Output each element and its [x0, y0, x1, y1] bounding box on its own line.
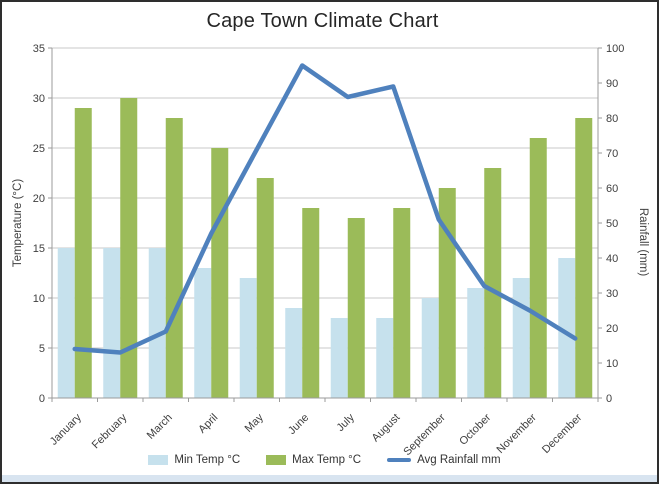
max-temp-bar-november — [529, 138, 547, 398]
max-temp-bar-march — [165, 118, 183, 398]
x-tick-label-april: April — [196, 412, 220, 436]
min-temp-bar-august — [376, 318, 394, 398]
max-temp-bar-february — [120, 98, 138, 398]
x-tick-label-march: March — [145, 412, 175, 442]
right-axis-tick-label: 100 — [606, 43, 624, 55]
x-tick-label-september: September — [401, 411, 448, 458]
min-temp-bar-july — [330, 318, 348, 398]
left-axis-tick-label: 30 — [33, 93, 45, 105]
right-axis-tick-label: 30 — [606, 288, 618, 300]
chart-title: Cape Town Climate Chart — [206, 10, 439, 32]
max-temp-bar-august — [393, 208, 411, 398]
right-axis-title: Rainfall (mm) — [637, 207, 649, 277]
avg-rainfall-line — [72, 63, 578, 355]
right-axis-tick-label: 40 — [606, 253, 618, 265]
right-axis-tick-label: 70 — [606, 148, 618, 160]
left-axis-tick-label: 35 — [33, 43, 45, 55]
window-edge-strip — [2, 475, 657, 482]
x-tick-label-october: October — [457, 411, 493, 447]
max-temp-bar-may — [256, 178, 274, 398]
max-temp-bar-july — [347, 218, 365, 398]
right-axis-tick-label: 50 — [606, 218, 618, 230]
legend-item-min-temp: Min Temp °C — [148, 454, 240, 466]
max-temp-swatch — [266, 455, 287, 465]
max-temp-bar-december — [575, 118, 593, 398]
max-temp-bar-october — [484, 168, 502, 398]
left-axis-tick-label: 0 — [39, 393, 45, 405]
left-axis-title: Temperature (°C) — [12, 178, 24, 268]
legend-item-avg-rainfall: Avg Rainfall mm — [387, 454, 501, 466]
left-axis-tick-label: 5 — [39, 343, 45, 355]
min-temp-bar-february — [103, 248, 121, 398]
left-axis-tick-label: 25 — [33, 143, 45, 155]
legend-item-max-temp: Max Temp °C — [266, 454, 361, 466]
right-axis-tick-label: 90 — [606, 78, 618, 90]
right-axis-tick-label: 80 — [606, 113, 618, 125]
right-axis-tick-label: 10 — [606, 358, 618, 370]
x-tick-label-august: August — [370, 412, 403, 445]
plot-area: 0 5 10 15 20 25 30 35 0 10 20 30 40 50 60 70 80 90 100 Janu… — [33, 43, 625, 458]
min-temp-bar-december — [558, 258, 576, 398]
min-temp-bar-march — [148, 248, 166, 398]
legend-label-min-temp: Min Temp °C — [174, 454, 241, 466]
max-temp-bar-june — [302, 208, 320, 398]
legend-label-avg-rainfall: Avg Rainfall mm — [417, 454, 501, 466]
right-axis-tick-label: 0 — [606, 393, 612, 405]
min-temp-bar-january — [57, 248, 75, 398]
min-temp-bar-may — [239, 278, 257, 398]
max-temp-bar-january — [74, 108, 92, 398]
left-axis-tick-label: 20 — [33, 193, 45, 205]
left-axis-tick-label: 15 — [33, 243, 45, 255]
legend: Min Temp °C Max Temp °C Avg Rainfall mm — [2, 454, 647, 466]
x-tick-label-january: January — [48, 411, 85, 448]
min-temp-bar-april — [194, 268, 212, 398]
x-tick-label-july: July — [335, 411, 358, 434]
min-temp-bar-november — [512, 278, 530, 398]
x-tick-label-november: November — [495, 411, 540, 456]
x-tick-label-june: June — [286, 412, 311, 437]
max-temp-bar-april — [211, 148, 229, 398]
left-axis-tick-label: 10 — [33, 293, 45, 305]
x-tick-label-february: February — [90, 411, 130, 451]
min-temp-bar-october — [467, 288, 485, 398]
x-tick-label-december: December — [540, 411, 585, 456]
right-axis-tick-label: 20 — [606, 323, 618, 335]
x-tick-label-may: May — [243, 411, 267, 435]
min-temp-bar-june — [285, 308, 303, 398]
legend-label-max-temp: Max Temp °C — [292, 454, 362, 466]
min-temp-swatch — [148, 455, 169, 465]
min-temp-bar-september — [421, 298, 439, 398]
avg-rainfall-swatch — [387, 457, 412, 463]
right-axis-tick-label: 60 — [606, 183, 618, 195]
